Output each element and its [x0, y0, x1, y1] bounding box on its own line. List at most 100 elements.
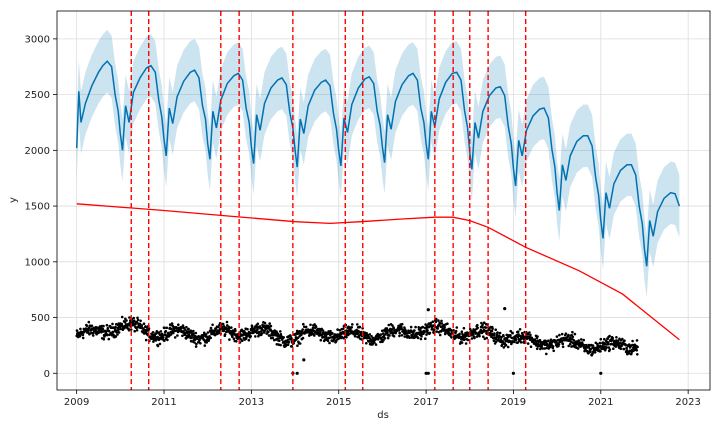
observed-point: [120, 322, 124, 326]
observed-point: [569, 340, 573, 344]
observed-point: [476, 326, 480, 330]
x-tick-label: 2017: [413, 397, 438, 408]
observed-point: [506, 345, 510, 349]
observed-point: [628, 349, 632, 353]
x-tick-label: 2013: [239, 397, 264, 408]
observed-point: [125, 319, 128, 322]
observed-point: [78, 334, 82, 338]
observed-point: [502, 334, 505, 338]
observed-point: [136, 316, 139, 320]
observed-point: [599, 350, 602, 353]
observed-point: [319, 338, 323, 342]
observed-point: [326, 339, 330, 343]
observed-point: [203, 344, 207, 347]
observed-point: [79, 327, 82, 331]
observed-point: [309, 323, 312, 327]
observed-point: [435, 330, 439, 333]
observed-point: [499, 338, 503, 341]
observed-point: [603, 337, 606, 341]
observed-point: [331, 331, 334, 335]
observed-point: [303, 325, 306, 329]
observed-point: [151, 331, 155, 334]
observed-point: [187, 327, 190, 331]
observed-point: [419, 337, 423, 341]
observed-point: [190, 336, 193, 340]
observed-point: [138, 322, 142, 326]
changepoint-lines: [130, 11, 527, 390]
observed-point: [428, 331, 432, 335]
observed-point: [458, 332, 461, 336]
observed-point: [123, 320, 127, 324]
observed-point: [558, 333, 561, 337]
observed-point: [151, 333, 154, 337]
observed-point: [276, 337, 279, 340]
observed-point: [302, 358, 306, 362]
observed-point: [256, 328, 259, 331]
observed-point: [481, 323, 484, 327]
y-axis-ticks: 0 500 1000 1500 2000 2500 3000: [25, 34, 57, 380]
observed-point: [462, 338, 466, 342]
observed-point: [140, 324, 144, 327]
observed-point: [180, 327, 183, 330]
observed-point: [181, 334, 184, 338]
observed-point: [269, 324, 273, 328]
observed-point: [608, 334, 611, 338]
observed-point: [579, 338, 583, 341]
observed-point: [225, 320, 229, 324]
uncertainty-band-area: [76, 29, 680, 298]
observed-point: [535, 347, 539, 351]
observed-point: [254, 335, 257, 338]
observed-point: [81, 336, 85, 340]
observed-point: [90, 324, 94, 328]
observed-point: [584, 348, 587, 351]
observed-point: [490, 329, 494, 333]
trend-polyline: [76, 203, 680, 341]
observed-point: [221, 322, 225, 326]
observed-point: [106, 326, 110, 330]
observed-point: [414, 325, 417, 329]
observed-point: [400, 334, 404, 337]
observed-point: [460, 330, 464, 334]
observed-point: [111, 330, 115, 334]
observed-point: [424, 337, 427, 341]
observed-point: [313, 334, 316, 337]
observed-point: [102, 324, 105, 328]
y-tick-label: 2500: [25, 90, 50, 101]
observed-point: [356, 331, 360, 335]
observed-point: [466, 338, 470, 342]
observed-point: [478, 334, 481, 338]
observed-point: [514, 338, 518, 342]
observed-point: [485, 336, 489, 340]
observed-point: [599, 371, 603, 375]
uncertainty-band: [76, 29, 680, 298]
observed-point: [398, 331, 402, 335]
observed-point: [503, 307, 507, 311]
observed-point: [473, 336, 476, 340]
observed-point: [472, 333, 475, 336]
observed-point: [304, 325, 308, 329]
observed-point: [249, 331, 252, 335]
observed-point: [547, 339, 550, 343]
observed-point: [421, 325, 425, 329]
observed-point: [509, 329, 512, 333]
observed-point: [211, 323, 214, 327]
observed-point: [241, 333, 245, 336]
observed-point: [591, 344, 595, 347]
observed-point: [419, 328, 422, 332]
observed-point: [631, 339, 634, 343]
observed-point: [107, 337, 111, 341]
observed-point: [230, 326, 233, 329]
observed-point: [177, 323, 180, 327]
observed-point: [87, 320, 91, 324]
observed-point: [617, 339, 620, 343]
observed-point: [482, 321, 486, 325]
observed-point: [374, 343, 378, 346]
observed-point: [158, 342, 162, 346]
observed-point: [567, 344, 570, 348]
observed-point: [436, 327, 440, 330]
observed-point: [107, 329, 111, 333]
observed-point: [607, 341, 610, 344]
observed-point: [143, 328, 146, 332]
observed-point: [367, 335, 371, 339]
observed-point: [116, 333, 119, 336]
